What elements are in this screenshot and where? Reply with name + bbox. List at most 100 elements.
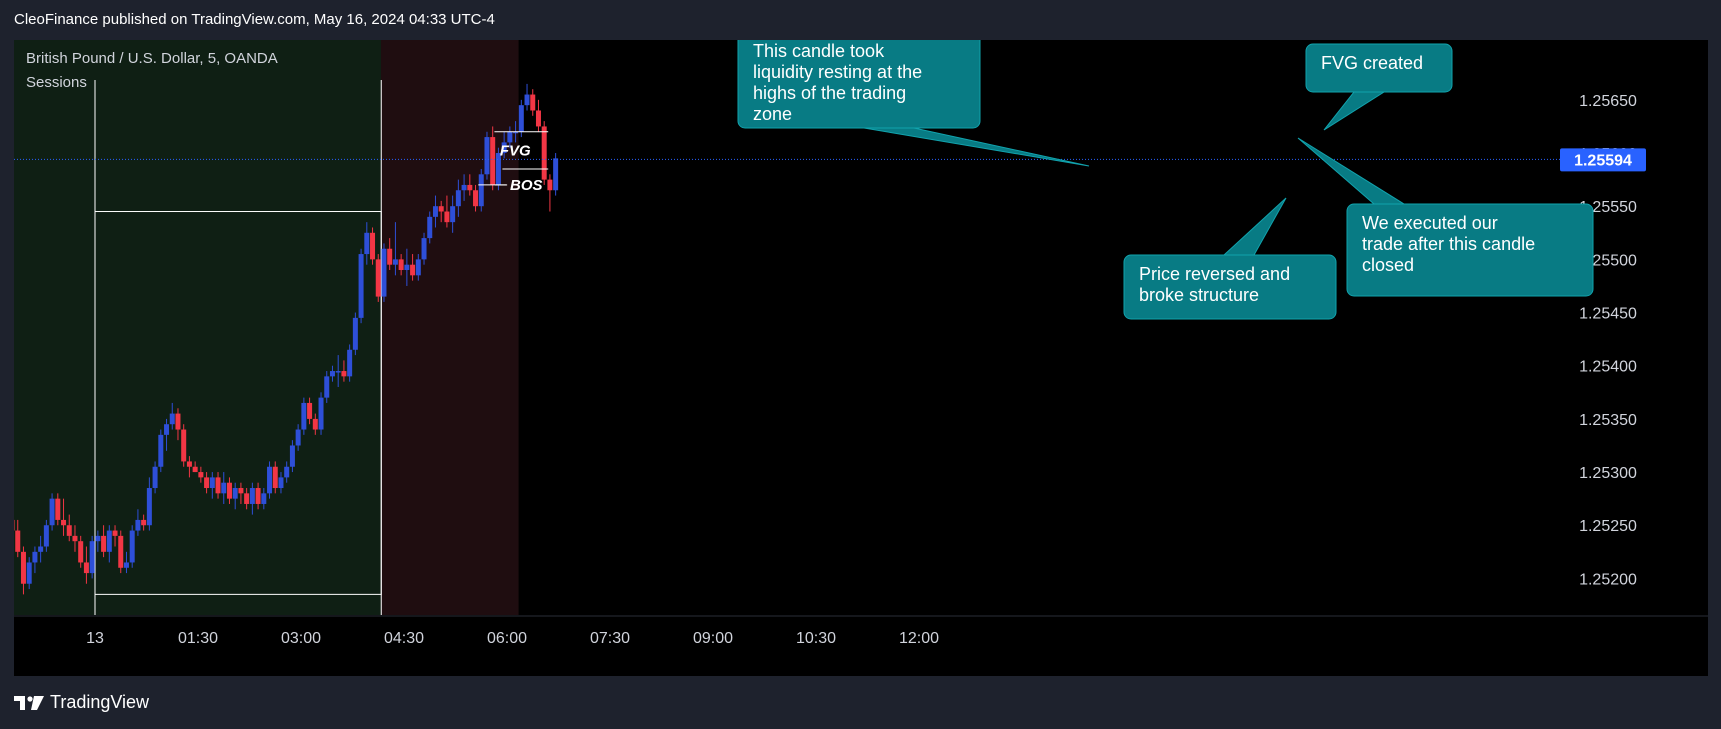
candle	[364, 222, 370, 265]
candle	[553, 153, 559, 196]
candle	[467, 174, 473, 196]
candle	[226, 477, 232, 504]
candle-body	[78, 541, 84, 563]
candle-body	[123, 562, 129, 568]
candle-body	[455, 190, 461, 207]
indicator-label[interactable]: Sessions	[26, 74, 87, 91]
candle	[78, 535, 84, 568]
candle	[112, 525, 118, 547]
candle-body	[204, 477, 210, 489]
candle-body	[61, 519, 67, 526]
tradingview-footer[interactable]: TradingView	[14, 692, 149, 713]
candle-body	[244, 493, 250, 504]
candle-body	[547, 179, 553, 191]
candle-body	[106, 530, 112, 552]
x-tick-label: 12:00	[899, 630, 939, 647]
candle	[255, 482, 261, 510]
candle-body	[129, 530, 135, 563]
candle	[318, 392, 324, 435]
candle	[135, 509, 141, 536]
candle	[312, 413, 318, 435]
candle	[106, 525, 112, 563]
candle	[444, 195, 450, 228]
candle	[547, 174, 553, 212]
candle	[387, 238, 393, 271]
candle	[66, 514, 72, 542]
candle-body	[43, 525, 49, 547]
candle	[450, 195, 456, 233]
candle	[347, 344, 353, 382]
y-tick-label: 1.25200	[1579, 571, 1637, 588]
candle-body	[513, 131, 519, 134]
candle-body	[335, 371, 341, 373]
candle-body	[192, 466, 198, 473]
candle-body	[535, 110, 541, 127]
candle-body	[392, 259, 398, 265]
candle-body	[478, 174, 484, 207]
candle-body	[249, 488, 255, 504]
x-tick-label: 06:00	[487, 630, 527, 647]
candle	[455, 179, 461, 217]
candle	[478, 168, 484, 212]
candlestick-chart[interactable]: FVG BOS 13 01:30 03:00 04:30 06:00 07:30 09:00 1…	[0, 31, 1708, 676]
tradingview-logo-icon	[14, 695, 44, 710]
candle-body	[347, 349, 353, 377]
candle-body	[495, 153, 501, 185]
callout-text: broke structure	[1139, 285, 1259, 305]
annotation-fvg-created[interactable]: FVG created	[1305, 43, 1453, 131]
candle-body	[461, 184, 467, 191]
candle-body	[15, 530, 21, 552]
candle	[215, 472, 221, 499]
candle	[272, 461, 278, 494]
candle	[329, 365, 335, 382]
candle	[261, 488, 267, 510]
y-tick-label: 1.25400	[1579, 359, 1637, 376]
candle	[507, 126, 513, 148]
candle-body	[375, 259, 381, 297]
candle-body	[432, 206, 438, 217]
candle	[232, 482, 238, 510]
candle	[221, 472, 227, 504]
candle-body	[272, 466, 278, 489]
candle-body	[238, 488, 244, 494]
y-tick-label: 1.25300	[1579, 465, 1637, 482]
callout-text: trade after this candle	[1362, 234, 1535, 254]
candle-body	[415, 259, 421, 276]
candle-body	[484, 137, 490, 175]
candle	[535, 99, 541, 132]
candle-body	[450, 206, 456, 223]
candle	[95, 530, 101, 552]
publish-line: CleoFinance published on TradingView.com…	[14, 11, 495, 28]
candle-body	[352, 317, 358, 350]
candle	[83, 546, 89, 584]
candle	[152, 461, 158, 494]
candle	[410, 254, 416, 281]
candle	[238, 482, 244, 504]
candle	[118, 530, 124, 574]
candle	[55, 493, 61, 526]
x-tick-label: 13	[86, 630, 104, 647]
candle-body	[301, 402, 307, 430]
candle	[123, 551, 129, 574]
candle-body	[255, 488, 261, 504]
candle-body	[324, 376, 330, 398]
candle-body	[518, 105, 524, 132]
y-tick-label: 1.25450	[1579, 306, 1637, 323]
callout-text: This candle took	[753, 41, 885, 61]
candle-body	[164, 424, 170, 435]
candle-body	[158, 434, 164, 467]
candle-body	[444, 211, 450, 223]
candle-body	[198, 472, 204, 478]
callout-text: FVG created	[1321, 53, 1423, 73]
candle-body	[175, 413, 181, 430]
x-tick-label: 03:00	[281, 630, 321, 647]
chart-frame[interactable]: FVG BOS 13 01:30 03:00 04:30 06:00 07:30 09:00 1…	[0, 31, 1708, 676]
candle	[186, 456, 192, 478]
candle	[392, 222, 398, 276]
candle-body	[553, 158, 559, 191]
bos-label: BOS	[510, 177, 543, 194]
candle-body	[410, 264, 416, 276]
